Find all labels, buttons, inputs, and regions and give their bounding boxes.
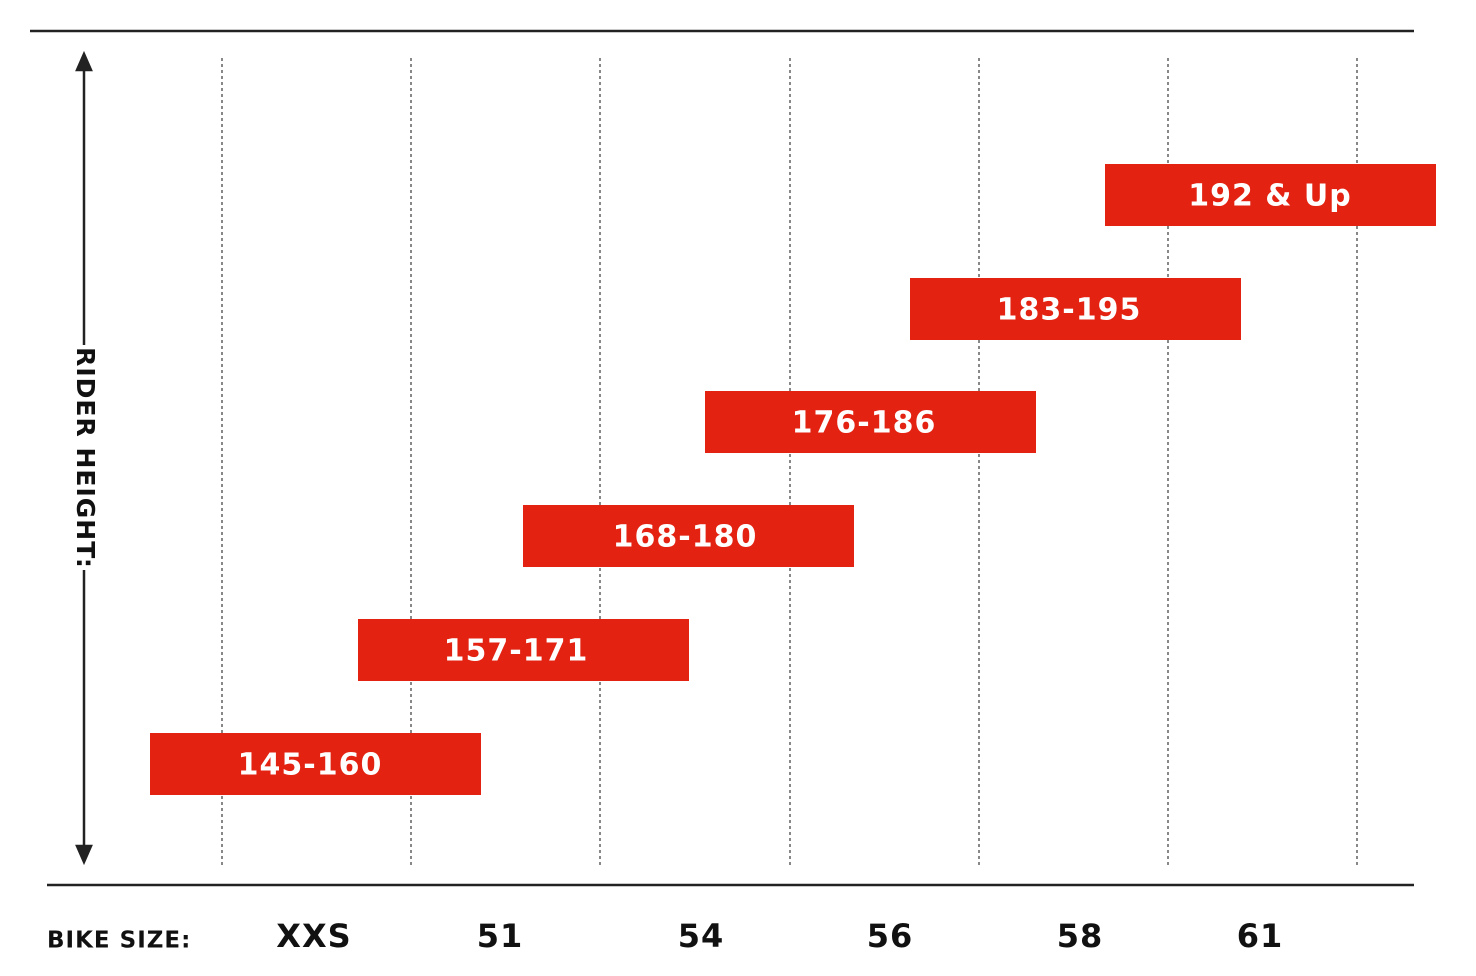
bar	[910, 278, 1241, 340]
grid	[221, 58, 1358, 866]
size-label: 61	[1237, 917, 1284, 955]
size-label: 56	[867, 917, 914, 955]
height-arrow	[75, 50, 93, 866]
axis-label: BIKE SIZE:	[47, 928, 191, 954]
bar-label: 145-160	[238, 748, 383, 783]
bar-label: 192 & Up	[1188, 179, 1352, 214]
bar-label: 168-180	[613, 520, 758, 555]
bar-label: 157-171	[444, 634, 589, 669]
arrow-head	[75, 50, 93, 72]
bar	[358, 619, 689, 681]
size-label: 54	[678, 917, 725, 955]
bars: 145-160 157-171 168-180 176-186 183-195 …	[150, 164, 1436, 795]
bar	[1105, 164, 1436, 226]
bar-label: 183-195	[997, 293, 1142, 328]
bar	[150, 733, 481, 795]
bar	[523, 505, 854, 567]
bar-label: 176-186	[792, 406, 937, 441]
axis-label: RIDER HEIGHT:	[71, 347, 100, 569]
bar	[705, 391, 1036, 453]
arrow-head	[75, 844, 93, 866]
size-label: 58	[1057, 917, 1104, 955]
size-label: XXS	[276, 917, 351, 955]
size-label: 51	[477, 917, 524, 955]
